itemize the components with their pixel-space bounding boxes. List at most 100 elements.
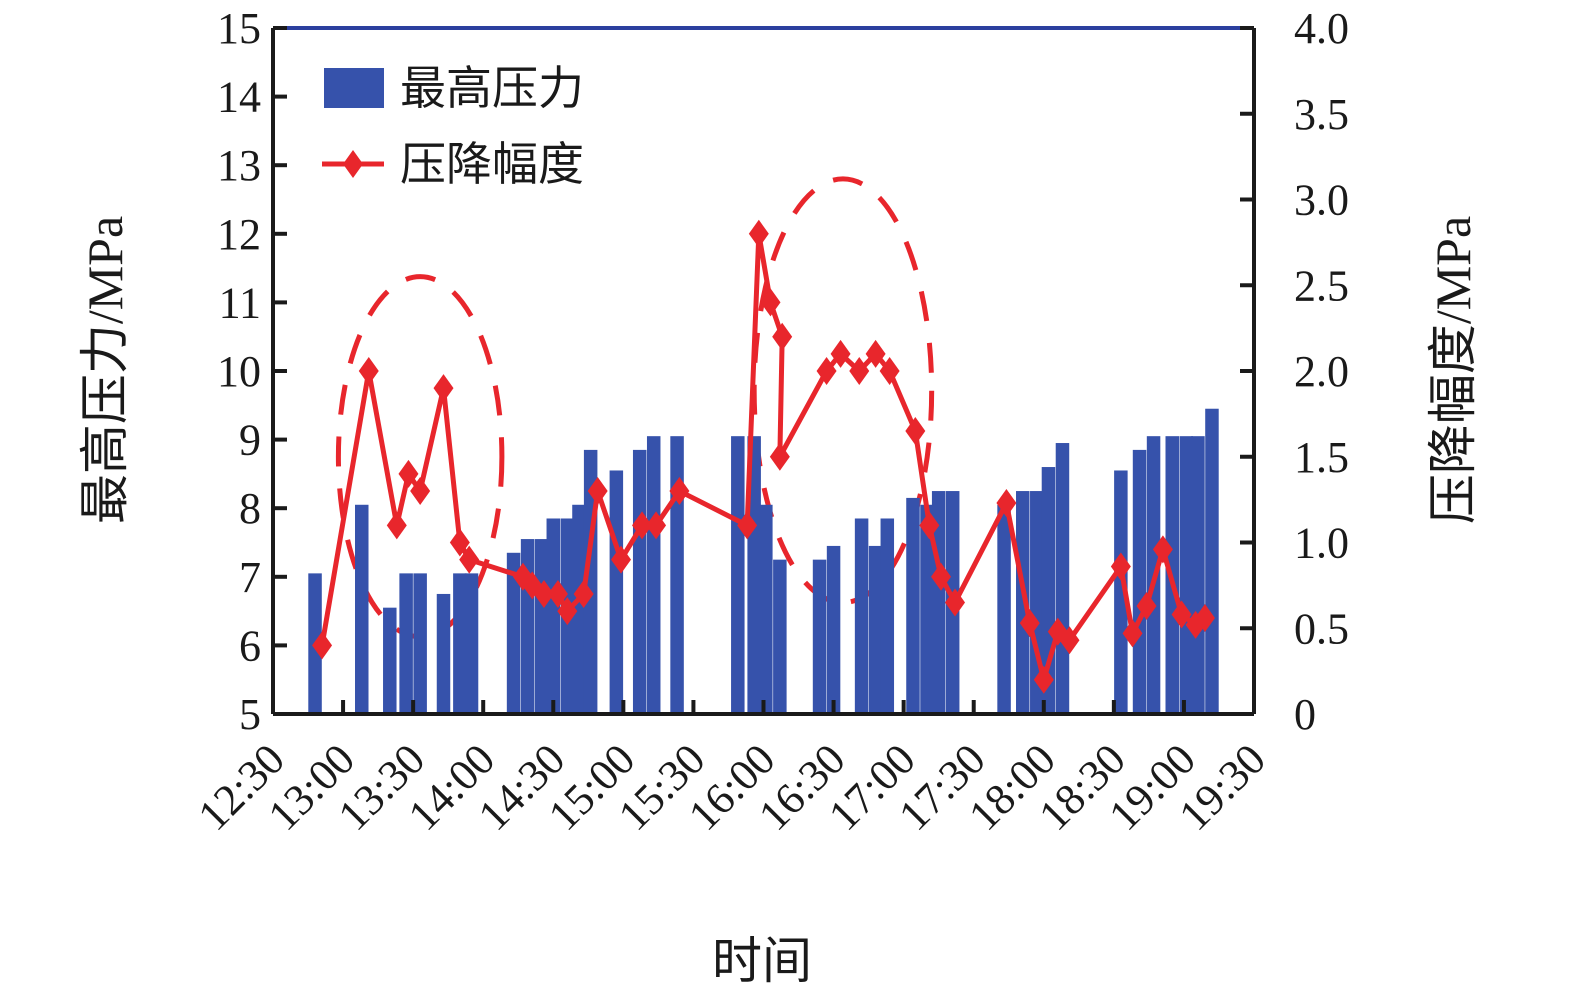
pressure-drop-marker-43: [1171, 600, 1192, 629]
pressure-bar-29: [906, 497, 920, 714]
line-series-layer: [312, 219, 1215, 694]
pressure-bar-44: [1205, 408, 1219, 714]
pressure-drop-marker-15: [587, 477, 608, 506]
pressure-drop-marker-22: [760, 288, 781, 317]
pressure-bar-14: [572, 504, 586, 714]
pressure-bar-23: [773, 559, 787, 714]
y-left-tick-label-15: 15: [217, 4, 261, 53]
legend-bar-label: 最高压力: [400, 63, 584, 114]
y-left-tick-label-12: 12: [217, 210, 261, 259]
y-right-tick-label-3.0: 3.0: [1294, 176, 1349, 225]
pressure-drop-marker-30: [905, 417, 926, 446]
y-right-tick-label-0: 0: [1294, 690, 1316, 739]
pressure-bar-17: [632, 449, 647, 714]
y-right-tick-label-0.5: 0.5: [1294, 604, 1349, 653]
pressure-bar-37: [1055, 443, 1070, 714]
pressure-drop-marker-4: [398, 459, 419, 488]
y-axis-right-title: 压降幅度/MPa: [1425, 216, 1481, 524]
y-right-tick-label-1.0: 1.0: [1294, 519, 1349, 568]
pressure-bar-33: [997, 504, 1011, 714]
pressure-drop-marker-28: [865, 339, 886, 368]
pressure-drop-marker-41: [1136, 591, 1157, 620]
pressure-drop-marker-25: [816, 357, 837, 385]
pressure-bar-24: [812, 559, 827, 714]
pressure-drop-marker-16: [611, 545, 632, 574]
pressure-bar-18: [646, 436, 661, 714]
pressure-drop-marker-18: [646, 511, 667, 540]
pressure-drop-marker-39: [1110, 552, 1131, 581]
pressure-drop-marker-12: [547, 579, 568, 608]
pressure-drop-marker-33: [945, 588, 966, 617]
x-axis-title: 时间: [712, 933, 812, 989]
pressure-drop-marker-21: [748, 219, 769, 248]
pressure-bar-6: [436, 593, 451, 714]
y-left-tick-label-10: 10: [217, 347, 261, 396]
pressure-drop-marker-42: [1152, 535, 1173, 564]
pressure-drop-marker-7: [449, 528, 470, 557]
y-right-tick-label-2.0: 2.0: [1294, 347, 1349, 396]
pressure-drop-marker-3: [386, 511, 407, 540]
pressure-drop-marker-40: [1122, 619, 1143, 648]
y-left-tick-label-13: 13: [217, 141, 261, 190]
pressure-bar-43: [1191, 436, 1205, 714]
legend-line-marker: [343, 150, 363, 178]
pressure-bar-26: [854, 518, 869, 714]
y-left-tick-label-9: 9: [239, 416, 261, 465]
pressure-bar-34: [1016, 491, 1030, 714]
pressure-bar-19: [670, 436, 684, 714]
pressure-bar-3: [383, 607, 397, 714]
pressure-bar-39: [1132, 449, 1147, 714]
pressure-drop-marker-35: [1019, 609, 1040, 638]
pressure-drop-marker-11: [533, 579, 554, 608]
pressure-drop-marker-8: [459, 545, 480, 574]
pressure-drop-marker-27: [849, 357, 870, 385]
pressure-bar-21: [747, 436, 761, 714]
pressure-drop-marker-23: [772, 322, 793, 351]
bar-series-layer: [308, 408, 1219, 714]
pressure-bar-28: [880, 518, 895, 714]
pressure-bar-5: [413, 573, 427, 714]
pressure-bar-2: [355, 504, 369, 714]
pressure-bar-9: [506, 552, 521, 714]
pressure-drop-marker-34: [996, 489, 1017, 518]
pressure-drop-marker-36: [1033, 665, 1054, 694]
y-left-tick-label-6: 6: [239, 621, 261, 670]
pressure-drop-marker-19: [669, 477, 690, 506]
pressure-bar-8: [464, 573, 479, 714]
pressure-bar-20: [731, 436, 745, 714]
pressure-bar-25: [826, 545, 841, 714]
legend-bar-swatch: [324, 68, 384, 108]
y-right-tick-label-4.0: 4.0: [1294, 4, 1349, 53]
pressure-bar-38: [1114, 470, 1128, 714]
pressure-drop-marker-20: [737, 511, 758, 540]
y-axis-left-title: 最高压力/MPa: [77, 216, 133, 524]
pressure-bar-12: [546, 518, 561, 714]
pressure-bar-22: [759, 504, 773, 714]
pressure-bar-11: [534, 539, 549, 714]
pressure-bar-7: [453, 573, 467, 714]
y-left-tick-label-8: 8: [239, 484, 261, 533]
y-left-tick-label-5: 5: [239, 690, 261, 739]
pressure-drop-marker-5: [410, 477, 431, 506]
pressure-drop-marker-2: [358, 357, 379, 385]
pressure-drop-marker-14: [573, 579, 594, 608]
legend-line-label: 压降幅度: [400, 139, 584, 190]
pressure-drop-marker-17: [632, 511, 653, 540]
y-left-tick-label-7: 7: [239, 553, 261, 602]
pressure-bar-42: [1179, 436, 1194, 714]
pressure-drop-marker-29: [879, 357, 900, 385]
pressure-bar-30: [920, 504, 934, 714]
pressure-drop-marker-1: [312, 631, 333, 660]
pressure-drop-marker-24: [769, 442, 790, 471]
pressure-drop-marker-6: [433, 374, 454, 403]
y-right-tick-label-2.5: 2.5: [1294, 261, 1349, 310]
pressure-bar-27: [868, 545, 883, 714]
pressure-bar-16: [609, 470, 624, 714]
y-left-tick-label-14: 14: [217, 73, 261, 122]
y-right-tick-label-3.5: 3.5: [1294, 90, 1349, 139]
pressure-drop-marker-26: [830, 339, 851, 368]
pressure-drop-marker-32: [931, 562, 952, 591]
y-left-tick-label-11: 11: [219, 278, 261, 327]
